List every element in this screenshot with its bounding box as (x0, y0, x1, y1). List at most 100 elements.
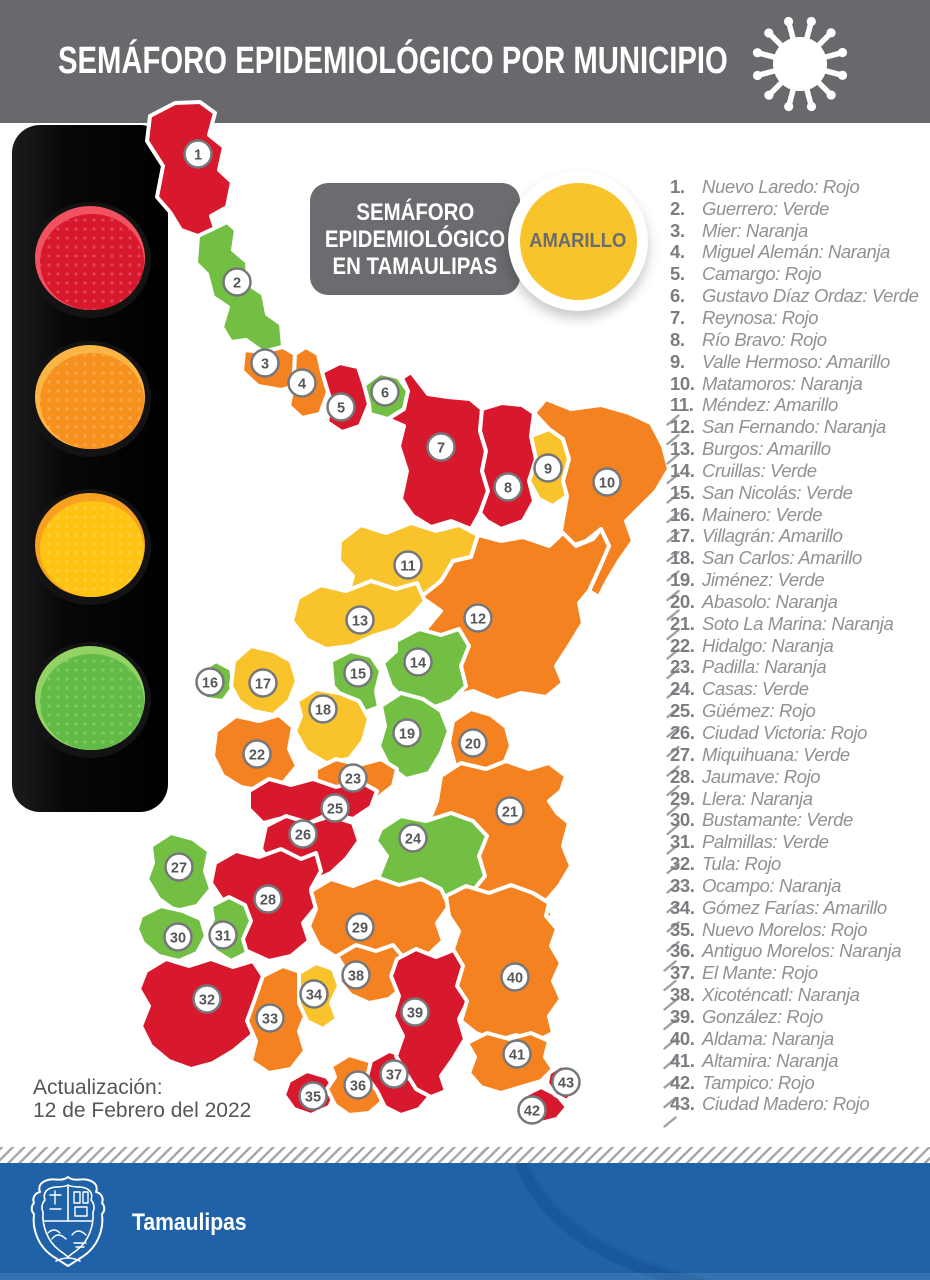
svg-text:16: 16 (202, 676, 218, 692)
list-item-number: 30. (670, 809, 695, 831)
svg-text:11: 11 (400, 559, 415, 575)
list-item-text: Casas: Verde (702, 678, 809, 700)
red-light (29, 202, 151, 318)
municipality-list-item-24: 24. Casas: Verde (670, 678, 919, 700)
svg-text:4: 4 (298, 377, 306, 393)
list-item-text: Matamoros: Naranja (702, 372, 863, 394)
region-number-badge-22: 22 (242, 739, 272, 769)
municipality-region-32 (137, 957, 265, 1071)
svg-text:24: 24 (405, 832, 421, 848)
municipality-list-item-12: 12. San Fernando: Naranja (670, 416, 919, 438)
list-item-number: 21. (670, 612, 695, 634)
municipality-list-item-14: 14. Cruillas: Verde (670, 460, 919, 482)
list-item-text: Altamira: Naranja (702, 1049, 839, 1071)
svg-text:38: 38 (348, 969, 364, 985)
list-item-text: Miquihuana: Verde (702, 743, 850, 765)
svg-text:6: 6 (381, 386, 389, 402)
list-item-number: 17. (670, 525, 695, 547)
svg-text:7: 7 (437, 441, 445, 457)
svg-text:20: 20 (465, 737, 481, 753)
region-number-badge-8: 8 (493, 472, 523, 502)
svg-text:1: 1 (194, 148, 202, 164)
list-item-text: San Carlos: Amarillo (702, 547, 862, 569)
svg-text:35: 35 (305, 1090, 321, 1106)
list-item-text: Valle Hermoso: Amarillo (702, 350, 890, 372)
municipality-list-item-25: 25. Güémez: Rojo (670, 700, 919, 722)
municipality-list-item-33: 33. Ocampo: Naranja (670, 875, 919, 897)
list-item-text: Guerrero: Verde (702, 197, 829, 219)
municipality-list-item-23: 23. Padilla: Naranja (670, 656, 919, 679)
list-item-number: 8. (670, 328, 685, 350)
list-item-text: Jaumave: Rojo (702, 765, 821, 787)
list-item-text: Cruillas: Verde (702, 459, 817, 481)
svg-text:22: 22 (249, 748, 265, 764)
list-item-text: Méndez: Amarillo (702, 394, 838, 416)
region-number-badge-10: 10 (592, 467, 622, 497)
municipality-list-item-31: 31. Palmillas: Verde (670, 831, 919, 853)
status-circle-label: AMARILLO (529, 229, 627, 252)
list-item-text: Ocampo: Naranja (702, 874, 841, 896)
svg-text:30: 30 (170, 931, 186, 947)
list-item-text: González: Rojo (702, 1005, 823, 1027)
svg-text:8: 8 (504, 481, 512, 497)
list-item-text: Burgos: Amarillo (702, 438, 831, 460)
list-item-number: 7. (670, 306, 685, 328)
municipality-list-item-36: 36. Antiguo Morelos: Naranja (670, 940, 919, 963)
region-number-badge-16: 16 (195, 667, 225, 697)
municipality-region-40 (444, 883, 563, 1043)
list-item-text: Hidalgo: Naranja (702, 634, 834, 656)
region-number-badge-32: 32 (192, 984, 222, 1014)
svg-text:40: 40 (507, 971, 523, 987)
list-item-number: 15. (670, 481, 695, 503)
region-number-badge-28: 28 (253, 884, 283, 914)
list-item-text: Reynosa: Rojo (702, 306, 819, 328)
list-item-text: Río Bravo: Rojo (702, 328, 827, 350)
svg-text:33: 33 (262, 1012, 278, 1028)
municipality-list-item-35: 35. Nuevo Morelos: Rojo (670, 919, 919, 941)
municipality-list-item-18: 18. San Carlos: Amarillo (670, 547, 919, 569)
region-number-badge-19: 19 (392, 718, 422, 748)
list-item-text: Miguel Alemán: Naranja (702, 241, 890, 263)
region-number-badge-23: 23 (338, 763, 368, 793)
svg-text:36: 36 (350, 1079, 366, 1095)
municipality-region-8 (478, 401, 538, 531)
region-number-badge-38: 38 (341, 960, 371, 990)
municipality-list-item-4: 4. Miguel Alemán: Naranja (670, 241, 919, 264)
list-item-text: Antiguo Morelos: Naranja (702, 940, 902, 962)
list-item-text: Mier: Naranja (702, 219, 808, 241)
municipality-list-item-39: 39. González: Rojo (670, 1006, 919, 1028)
region-number-badge-2: 2 (222, 267, 252, 297)
list-item-text: Ciudad Madero: Rojo (702, 1093, 870, 1115)
footer-bottom-strip (0, 1273, 930, 1280)
list-item-number: 43. (670, 1093, 695, 1115)
list-item-number: 27. (670, 743, 695, 765)
virus-icon (752, 16, 848, 112)
region-number-badge-1: 1 (183, 139, 213, 169)
list-item-text: Gustavo Díaz Ordaz: Verde (702, 285, 919, 307)
region-number-badge-42: 42 (517, 1095, 547, 1125)
municipality-list-item-38: 38. Xicoténcatl: Naranja (670, 984, 919, 1006)
list-item-number: 10. (670, 372, 695, 394)
list-item-text: Gómez Farías: Amarillo (702, 896, 887, 918)
region-number-badge-15: 15 (343, 658, 373, 688)
legend-line-2: EPIDEMIOLÓGICO (324, 225, 506, 253)
svg-text:31: 31 (215, 929, 231, 945)
svg-text:41: 41 (509, 1048, 525, 1064)
region-number-badge-31: 31 (208, 920, 238, 950)
list-item-number: 14. (670, 459, 695, 481)
list-item-text: Ciudad Victoria: Rojo (702, 722, 868, 744)
list-item-number: 3. (670, 219, 685, 241)
municipality-list-item-26: 26. Ciudad Victoria: Rojo (670, 722, 919, 744)
municipality-list-item-1: 1. Nuevo Laredo: Rojo (670, 176, 919, 198)
region-number-badge-20: 20 (458, 728, 488, 758)
municipality-list-item-11: 11. Méndez: Amarillo (670, 394, 919, 416)
footer-brand: Tamaulipas (132, 1209, 247, 1236)
footer-curve-decoration (514, 1163, 707, 1280)
svg-text:5: 5 (337, 401, 345, 417)
region-number-badge-36: 36 (343, 1070, 373, 1100)
update-note: Actualización: 12 de Febrero del 2022 (33, 1076, 251, 1122)
municipality-list-item-6: 6. Gustavo Díaz Ordaz: Verde (670, 285, 919, 307)
svg-text:26: 26 (295, 828, 311, 844)
municipality-list-item-32: 32. Tula: Rojo (670, 853, 919, 875)
tamaulipas-coat-of-arms (30, 1176, 106, 1267)
